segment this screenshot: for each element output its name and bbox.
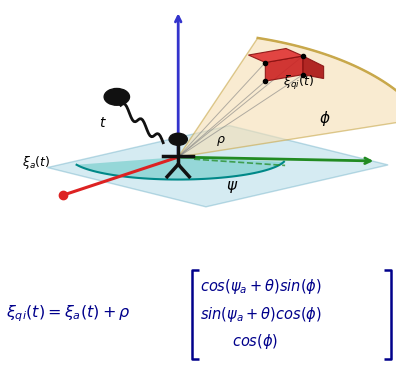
Circle shape	[104, 89, 129, 105]
Text: $\phi$: $\phi$	[319, 109, 330, 128]
Text: $cos(\phi)$: $cos(\phi)$	[232, 332, 278, 351]
Text: $\rho$: $\rho$	[216, 134, 226, 148]
Text: $cos(\psi_a + \theta)sin(\phi)$: $cos(\psi_a + \theta)sin(\phi)$	[200, 277, 322, 296]
Polygon shape	[303, 56, 324, 79]
Text: $\xi_{qi}(t) = \xi_a(t) + \rho$: $\xi_{qi}(t) = \xi_a(t) + \rho$	[6, 304, 131, 325]
Polygon shape	[76, 157, 284, 180]
Polygon shape	[265, 56, 303, 81]
Text: $sin(\psi_a + \theta)cos(\phi)$: $sin(\psi_a + \theta)cos(\phi)$	[200, 305, 322, 324]
Text: $\psi$: $\psi$	[226, 179, 238, 195]
Text: $\xi_{qi}(t)$: $\xi_{qi}(t)$	[283, 74, 314, 92]
Text: $\xi_a(t)$: $\xi_a(t)$	[22, 154, 50, 171]
Circle shape	[169, 133, 187, 145]
Polygon shape	[178, 38, 396, 157]
Polygon shape	[48, 126, 388, 207]
Polygon shape	[248, 49, 303, 62]
Text: $t$: $t$	[99, 116, 107, 130]
